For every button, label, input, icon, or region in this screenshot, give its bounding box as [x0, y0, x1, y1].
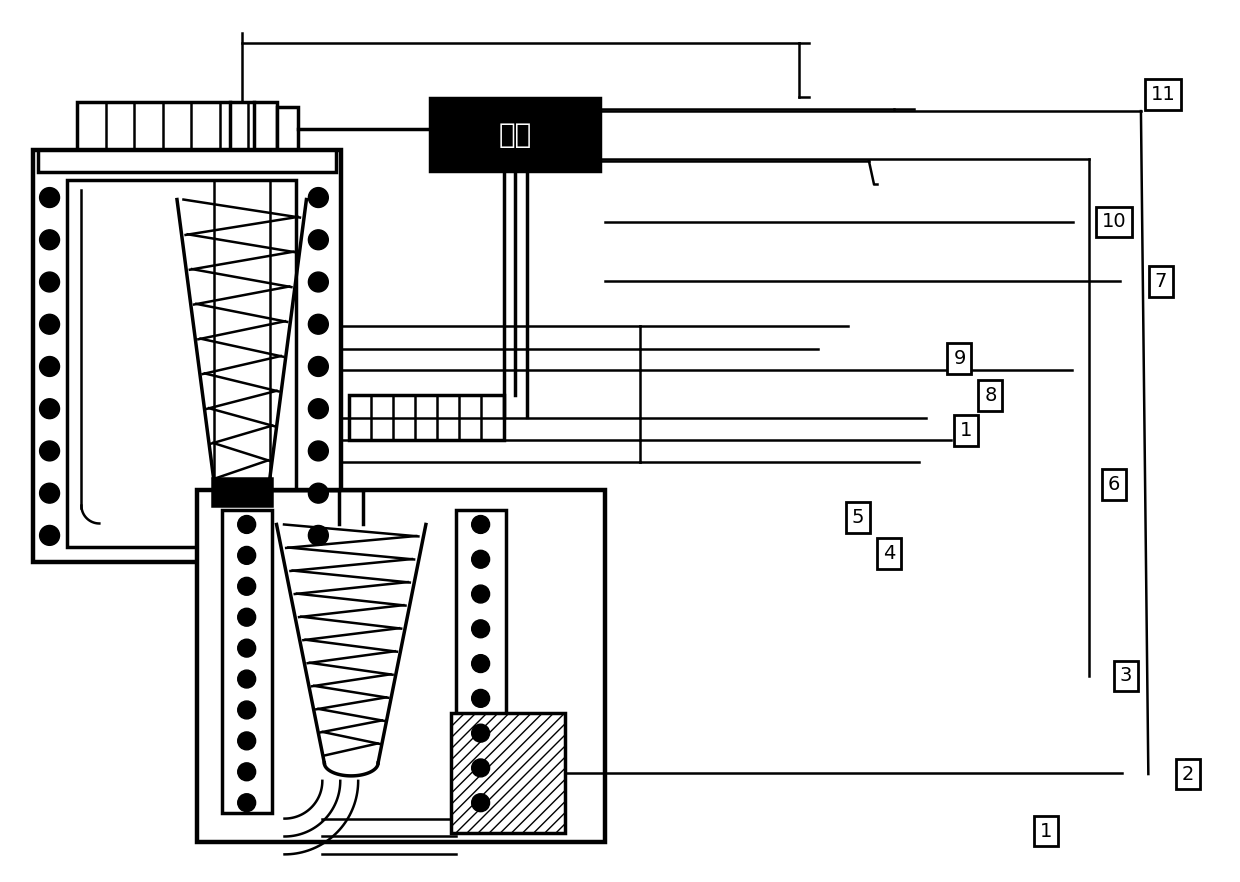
Circle shape: [238, 732, 255, 750]
Bar: [451, 714, 565, 833]
Text: 2: 2: [1182, 765, 1194, 783]
Circle shape: [309, 526, 329, 545]
Text: 1: 1: [1039, 821, 1052, 841]
Text: 10: 10: [1101, 213, 1126, 231]
Circle shape: [238, 578, 255, 595]
Circle shape: [238, 701, 255, 719]
Circle shape: [309, 483, 329, 503]
Text: 3: 3: [1120, 667, 1132, 685]
Bar: [430, 99, 600, 171]
Circle shape: [471, 585, 490, 603]
Text: 5: 5: [852, 508, 864, 527]
Bar: [197, 490, 605, 842]
Bar: [37, 150, 336, 172]
Bar: [222, 510, 272, 812]
Circle shape: [471, 620, 490, 638]
Circle shape: [309, 356, 329, 377]
Circle shape: [40, 188, 60, 207]
Circle shape: [238, 639, 255, 657]
Bar: [277, 107, 299, 152]
Circle shape: [471, 759, 490, 777]
Circle shape: [471, 654, 490, 673]
Text: 1: 1: [960, 421, 972, 440]
Bar: [350, 395, 503, 440]
Circle shape: [40, 230, 60, 250]
Circle shape: [238, 609, 255, 626]
Circle shape: [309, 272, 329, 292]
Bar: [77, 102, 277, 157]
Circle shape: [309, 230, 329, 250]
Circle shape: [309, 399, 329, 419]
Circle shape: [471, 515, 490, 534]
Text: 6: 6: [1107, 475, 1120, 494]
Text: 9: 9: [954, 349, 966, 368]
Circle shape: [40, 483, 60, 503]
Circle shape: [471, 794, 490, 811]
Circle shape: [238, 670, 255, 688]
Text: 8: 8: [985, 386, 997, 405]
Circle shape: [238, 515, 255, 534]
Circle shape: [309, 188, 329, 207]
Bar: [67, 180, 296, 548]
Circle shape: [471, 550, 490, 568]
Text: 4: 4: [883, 543, 895, 563]
Circle shape: [471, 724, 490, 742]
Text: 电机: 电机: [498, 121, 532, 149]
Text: 7: 7: [1154, 272, 1167, 291]
Text: 11: 11: [1151, 86, 1176, 104]
Circle shape: [238, 763, 255, 781]
Circle shape: [309, 441, 329, 461]
Circle shape: [40, 526, 60, 545]
Bar: [212, 478, 272, 505]
Circle shape: [238, 794, 255, 811]
Circle shape: [40, 272, 60, 292]
Circle shape: [238, 547, 255, 564]
Circle shape: [40, 441, 60, 461]
Circle shape: [40, 356, 60, 377]
Circle shape: [40, 399, 60, 419]
Bar: [32, 150, 341, 562]
Bar: [456, 510, 506, 812]
Circle shape: [471, 690, 490, 707]
Circle shape: [40, 314, 60, 334]
Circle shape: [309, 314, 329, 334]
